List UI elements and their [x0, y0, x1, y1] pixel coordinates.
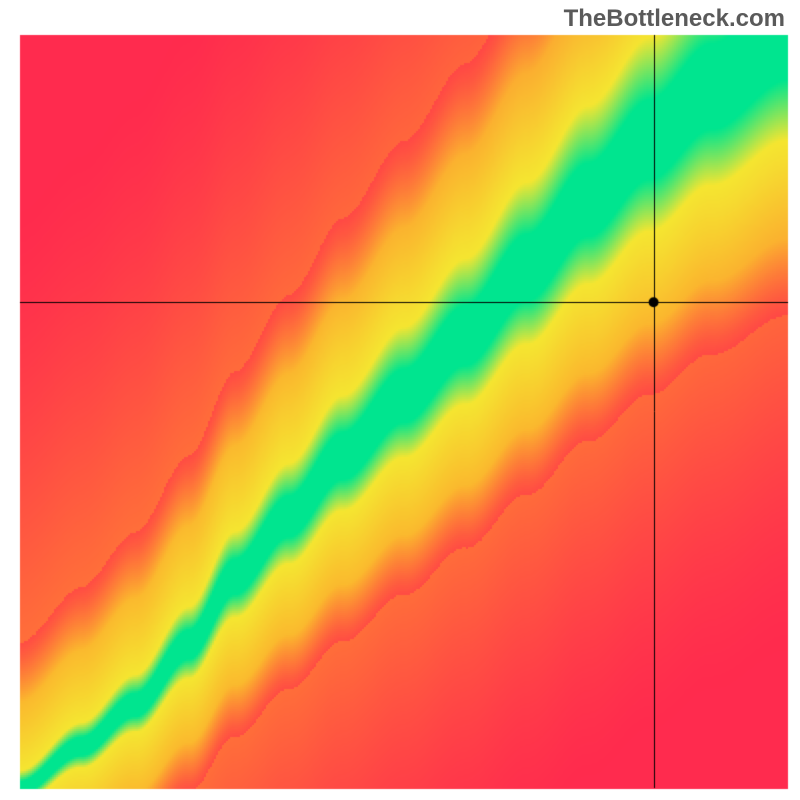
crosshair-overlay [0, 0, 800, 800]
watermark-text: TheBottleneck.com [564, 5, 785, 33]
